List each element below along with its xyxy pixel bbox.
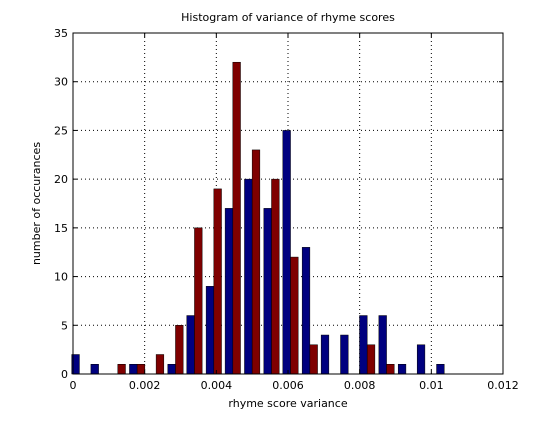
histogram-bar — [282, 130, 291, 375]
tick-marks — [72, 32, 504, 375]
histogram-bar — [436, 364, 445, 375]
histogram-bar — [366, 344, 376, 375]
y-tick-label: 15 — [54, 222, 68, 235]
histogram-bar — [90, 364, 99, 375]
histogram-bar — [232, 61, 241, 375]
y-tick-label: 25 — [54, 124, 68, 137]
histogram-bar — [224, 208, 234, 375]
y-tick-label: 5 — [61, 319, 68, 332]
x-axis-label: rhyme score variance — [228, 397, 347, 410]
histogram-bar — [251, 149, 261, 375]
chart-title: Histogram of variance of rhyme scores — [181, 11, 395, 24]
histogram-bar — [309, 344, 318, 375]
x-tick-label: 0 — [70, 379, 77, 392]
y-tick-label: 30 — [54, 76, 68, 89]
histogram-bar — [167, 364, 176, 375]
x-tick-label: 0.004 — [201, 379, 233, 392]
tick-labels: 0 0.002 0.004 0.006 0.008 0.01 0.012 0 5 10 15 20 25… — [54, 27, 519, 392]
histogram-bar — [340, 334, 349, 375]
y-tick-label: 35 — [54, 27, 68, 40]
histogram-bar — [416, 344, 426, 375]
histogram-bar — [205, 286, 215, 375]
x-tick-label: 0.01 — [419, 379, 444, 392]
x-tick-label: 0.008 — [344, 379, 376, 392]
histogram-bar — [378, 315, 387, 375]
histogram-bar — [290, 256, 299, 375]
x-tick-label: 0.002 — [129, 379, 161, 392]
histogram-bar — [397, 364, 407, 375]
histogram-bar — [263, 208, 272, 375]
histogram-bar — [359, 315, 368, 375]
histogram-bar — [244, 178, 253, 375]
histogram-bar — [194, 227, 203, 375]
y-tick-label: 0 — [61, 368, 68, 381]
histogram-bar — [271, 178, 280, 375]
bars — [71, 61, 445, 375]
histogram-bar — [136, 364, 146, 375]
histogram-bar — [213, 188, 222, 375]
histogram-bar — [386, 364, 395, 375]
histogram-bar — [175, 325, 184, 375]
histogram-bar — [117, 364, 126, 375]
y-tick-label: 20 — [54, 173, 68, 186]
histogram-bar — [186, 315, 195, 375]
histogram-bar — [129, 364, 138, 375]
histogram-bar — [155, 354, 165, 375]
x-tick-label: 0.012 — [487, 379, 519, 392]
histogram-bar — [320, 334, 330, 375]
histogram-bar — [301, 247, 311, 375]
y-tick-label: 10 — [54, 271, 68, 284]
y-axis-label: number of occurances — [30, 142, 43, 265]
x-tick-label: 0.006 — [272, 379, 304, 392]
